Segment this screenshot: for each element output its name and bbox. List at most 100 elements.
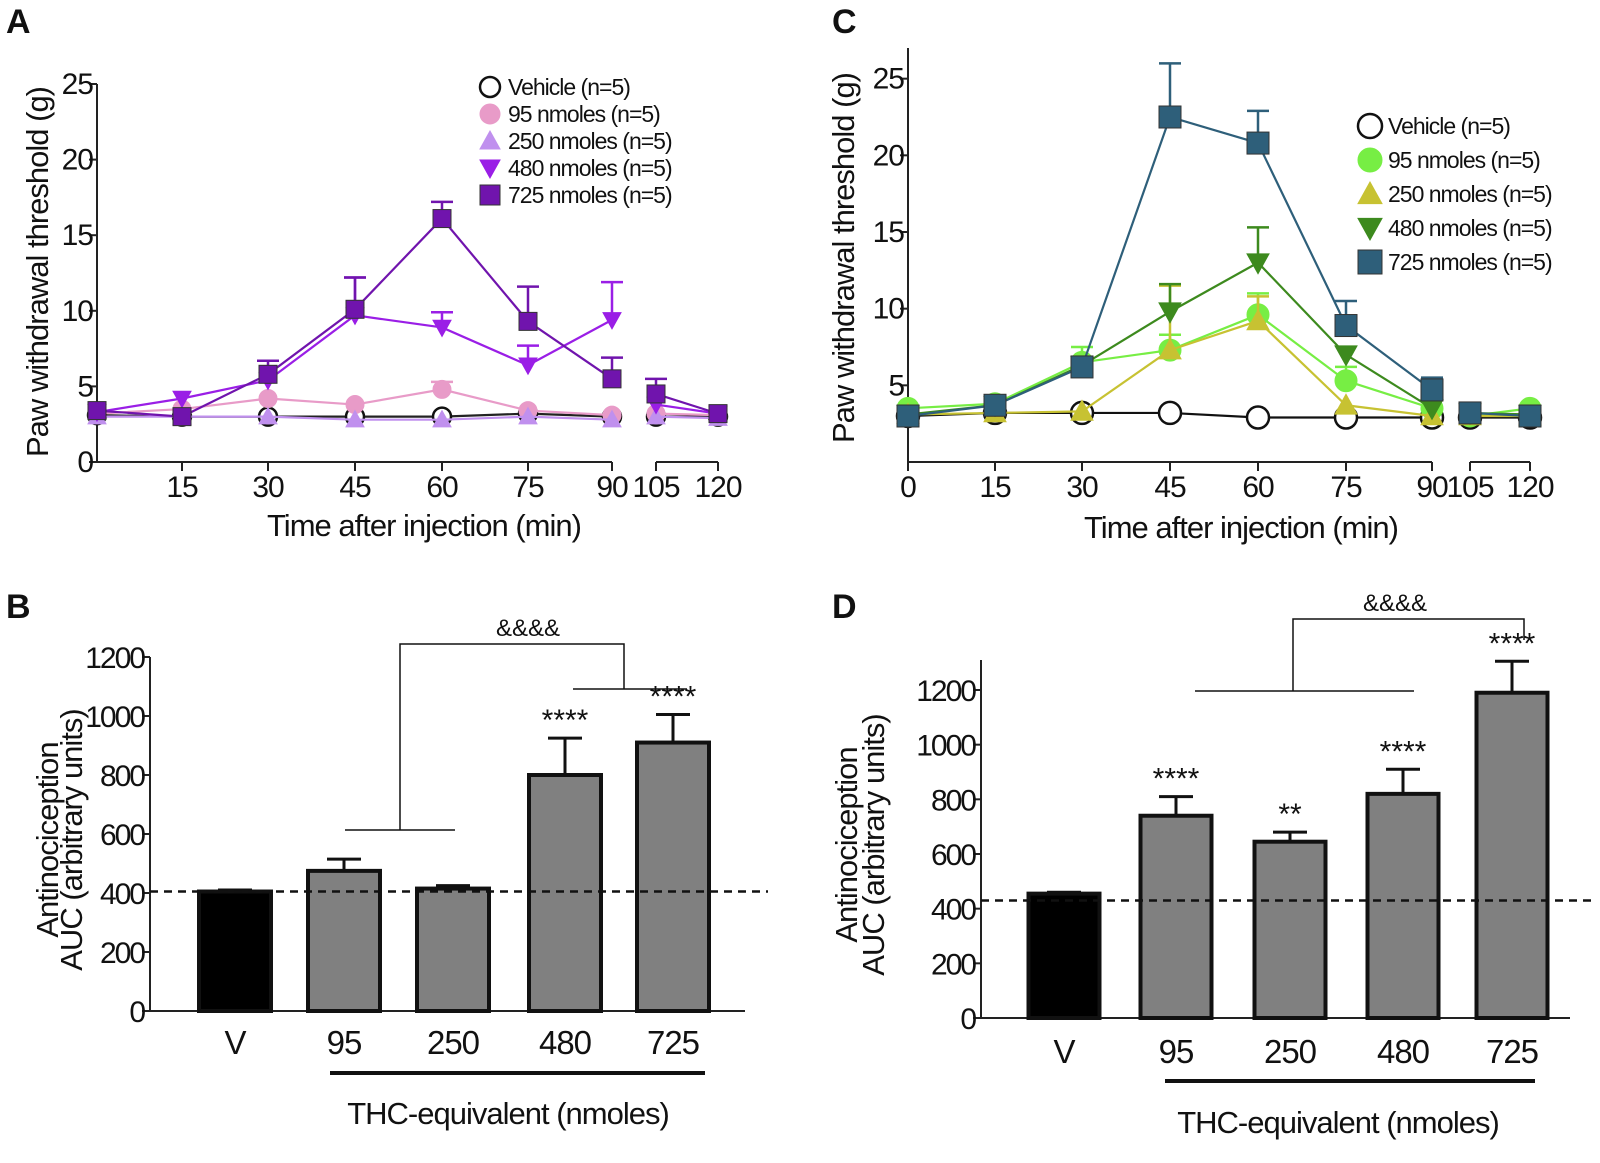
- y-tick-label: 5: [888, 369, 904, 402]
- y-tick-label: 20: [873, 139, 905, 172]
- y-tick-label: 0: [77, 446, 93, 479]
- legend: Vehicle (n=5)95 nmoles (n=5)250 nmoles (…: [1356, 112, 1553, 275]
- bar: [527, 773, 603, 1013]
- legend-marker: [1356, 112, 1384, 140]
- x-tick-label: 105: [632, 471, 679, 504]
- category-label: 95: [327, 1024, 362, 1061]
- category-label: 725: [647, 1024, 699, 1061]
- y-axis-title-line1: Antinociception: [30, 742, 65, 937]
- x-tick-label: 60: [426, 471, 458, 504]
- y-tick-label: 15: [62, 219, 94, 252]
- data-point: [646, 384, 666, 404]
- y-tick-label: 800: [100, 760, 145, 793]
- y-tick-label: 10: [62, 295, 94, 328]
- y-tick-label: 1200: [916, 675, 976, 708]
- legend-label: 725 nmoles (n=5): [1388, 249, 1552, 275]
- data-point: [1334, 314, 1358, 338]
- panel-letter-a: A: [6, 3, 31, 41]
- series-line: [655, 415, 719, 420]
- data-point: [432, 209, 452, 229]
- data-point: [602, 312, 622, 330]
- y-tick-label: 400: [931, 894, 976, 927]
- data-point: [646, 406, 666, 425]
- comparison-bracket: [1292, 618, 1525, 691]
- bar: [306, 868, 382, 1013]
- data-point: [1246, 308, 1270, 331]
- x-axis-title: Time after injection (min): [1084, 510, 1398, 545]
- legend-marker: [479, 129, 501, 150]
- data-point: [258, 364, 278, 384]
- series-3: [87, 276, 728, 424]
- y-axis-title: Paw withdrawal threshold (g): [20, 87, 55, 457]
- data-point: [896, 404, 920, 428]
- panel-d-bar-chart: 0 200 400 600 800 1000 1200 AntinociceptionAUC …: [829, 590, 1592, 1140]
- data-point: [1070, 399, 1094, 421]
- data-point: [432, 319, 452, 338]
- data-point: [1420, 378, 1444, 402]
- comparison-label: &&&&: [1363, 590, 1427, 617]
- data-point: [518, 406, 538, 425]
- data-point: [345, 409, 365, 428]
- y-tick-label: 10: [873, 293, 905, 326]
- significance-marker: ****: [650, 681, 697, 714]
- x-tick-label: 0: [900, 471, 916, 504]
- legend-marker: [478, 75, 502, 99]
- data-point: [1070, 355, 1094, 379]
- x-tick-label: 105: [1446, 471, 1493, 504]
- panel-letter-c: C: [832, 3, 857, 41]
- series-line: [907, 115, 1433, 418]
- x-tick-label: 75: [1330, 471, 1362, 504]
- data-point: [602, 369, 622, 389]
- data-point: [432, 379, 452, 399]
- legend-label: 250 nmoles (n=5): [508, 128, 672, 154]
- significance-marker: **: [1278, 798, 1302, 831]
- x-axis-title: THC-equivalent (nmoles): [347, 1096, 669, 1131]
- legend-marker: [479, 159, 501, 180]
- y-axis-title-line1: Antinociception: [829, 747, 864, 942]
- data-point: [1334, 345, 1358, 367]
- x-tick-label: 45: [339, 471, 371, 504]
- data-point: [1334, 369, 1358, 393]
- data-point: [345, 299, 365, 319]
- significance-marker: ****: [1489, 627, 1536, 660]
- data-point: [172, 407, 192, 427]
- data-point: [87, 401, 107, 421]
- significance-marker: ****: [542, 704, 589, 737]
- panel-b-bar-chart: 0 200 400 600 800 1000 1200 AntinociceptionAUC …: [30, 615, 768, 1131]
- y-tick-label: 800: [931, 784, 976, 817]
- data-point: [1245, 405, 1271, 430]
- data-point: [1518, 404, 1542, 428]
- data-point: [1158, 338, 1182, 360]
- data-point: [602, 409, 622, 428]
- y-tick-label: 20: [62, 144, 94, 177]
- legend-label: 95 nmoles (n=5): [508, 101, 660, 127]
- data-point: [518, 311, 538, 331]
- data-point: [432, 409, 452, 428]
- x-axis-title: Time after injection (min): [267, 508, 581, 543]
- series-4: [87, 200, 728, 427]
- y-tick-label: 1200: [85, 642, 145, 675]
- legend: Vehicle (n=5)95 nmoles (n=5)250 nmoles (…: [478, 74, 673, 208]
- legend-marker: [1357, 217, 1383, 242]
- category-label: 95: [1159, 1033, 1194, 1070]
- x-tick-label: 90: [596, 471, 628, 504]
- series-line: [655, 392, 719, 415]
- x-tick-label: 30: [252, 471, 284, 504]
- panel-letter-b: B: [6, 588, 31, 626]
- bar: [1026, 891, 1102, 1021]
- x-tick-label: 45: [1154, 471, 1186, 504]
- data-point: [258, 406, 278, 425]
- category-label: 725: [1486, 1033, 1538, 1070]
- category-label: 250: [1264, 1033, 1317, 1070]
- legend-marker: [1357, 180, 1383, 205]
- data-point: [518, 357, 538, 376]
- data-point: [1246, 131, 1270, 155]
- comparison-bracket: [399, 643, 625, 830]
- y-tick-label: 1000: [85, 701, 145, 734]
- x-tick-label: 15: [979, 471, 1011, 504]
- y-tick-label: 600: [931, 839, 976, 872]
- x-axis-title: THC-equivalent (nmoles): [1177, 1105, 1499, 1140]
- legend-label: 95 nmoles (n=5): [1388, 147, 1540, 173]
